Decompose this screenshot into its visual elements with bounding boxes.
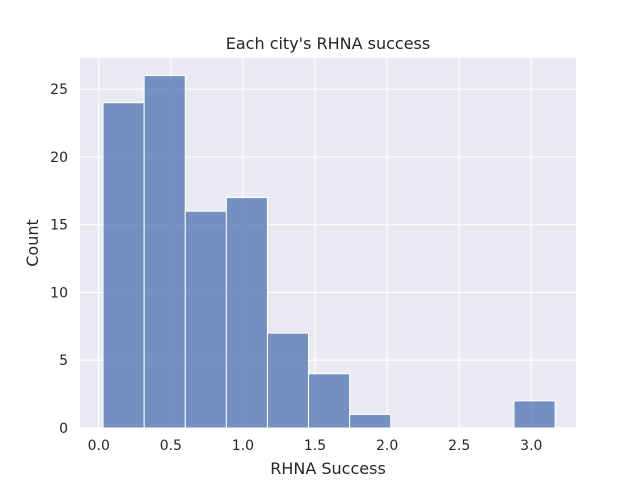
y-tick-label: 0 <box>59 421 68 437</box>
x-tick-label: 1.5 <box>304 438 326 454</box>
histogram-bar <box>102 102 145 429</box>
chart-title: Each city's RHNA success <box>226 34 430 53</box>
bars-group <box>102 75 556 429</box>
x-axis-label: RHNA Success <box>270 459 386 478</box>
histogram-bar <box>266 332 310 429</box>
histogram-bar <box>308 373 351 429</box>
y-tick-label: 5 <box>59 353 68 369</box>
histogram-bar <box>225 197 268 429</box>
x-tick-label: 0.5 <box>160 438 182 454</box>
histogram-bar <box>143 75 186 429</box>
x-tick-label: 2.5 <box>448 438 470 454</box>
x-tick-label: 2.0 <box>376 438 398 454</box>
y-tick-label: 20 <box>50 150 68 166</box>
y-tick-label: 25 <box>50 82 68 98</box>
histogram-bar <box>513 400 556 429</box>
histogram-bar <box>349 413 392 429</box>
histogram-bar <box>184 210 227 429</box>
x-tick-label: 3.0 <box>520 438 542 454</box>
x-tick-label: 1.0 <box>232 438 254 454</box>
x-tick-label: 0.0 <box>88 438 110 454</box>
y-axis-label: Count <box>23 219 42 267</box>
y-tick-label: 10 <box>50 285 68 301</box>
y-tick-labels: 0 5 10 15 20 25 <box>50 82 68 437</box>
x-tick-labels: 0.0 0.5 1.0 1.5 2.0 2.5 3.0 <box>88 438 543 454</box>
y-tick-label: 15 <box>50 218 68 234</box>
